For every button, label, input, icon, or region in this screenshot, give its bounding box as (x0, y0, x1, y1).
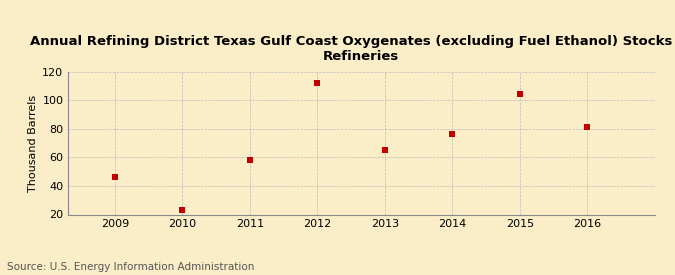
Text: Source: U.S. Energy Information Administration: Source: U.S. Energy Information Administ… (7, 262, 254, 272)
Y-axis label: Thousand Barrels: Thousand Barrels (28, 94, 38, 192)
Point (109, 175, 120, 180)
Point (447, 132, 458, 137)
Point (379, 148, 390, 152)
Title: Annual Refining District Texas Gulf Coast Oxygenates (excluding Fuel Ethanol) St: Annual Refining District Texas Gulf Coas… (30, 35, 675, 64)
Point (514, 92, 525, 97)
Point (177, 208, 188, 212)
Point (582, 125, 593, 130)
Point (244, 158, 255, 162)
Point (312, 81, 323, 85)
